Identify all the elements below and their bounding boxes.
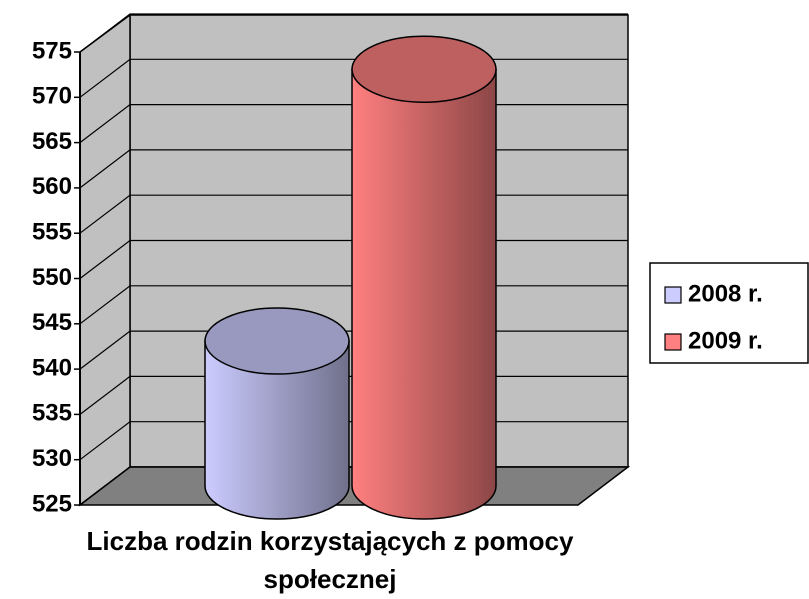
y-tick-label: 565	[32, 128, 72, 155]
y-tick-label: 550	[32, 264, 72, 291]
y-tick-label: 555	[32, 219, 72, 246]
y-tick-label: 560	[32, 173, 72, 200]
y-tick-label: 575	[32, 37, 72, 64]
y-tick-label: 525	[32, 490, 72, 517]
cylinder-top	[204, 307, 350, 375]
grid-line	[79, 13, 628, 53]
y-tick-label: 545	[32, 309, 72, 336]
cylinder-top	[351, 35, 497, 103]
legend-swatch	[664, 333, 682, 351]
y-tick-label: 535	[32, 400, 72, 427]
cylinder	[351, 68, 497, 520]
y-tick-label: 530	[32, 445, 72, 472]
y-tick-label: 570	[32, 83, 72, 110]
legend-label: 2008 r.	[688, 280, 763, 307]
y-tick-label: 540	[32, 354, 72, 381]
x-axis-label: Liczba rodzin korzystających z pomocy sp…	[86, 526, 574, 594]
cylinder	[204, 340, 350, 520]
legend-label: 2009 r.	[688, 327, 763, 354]
legend-swatch	[664, 286, 682, 304]
